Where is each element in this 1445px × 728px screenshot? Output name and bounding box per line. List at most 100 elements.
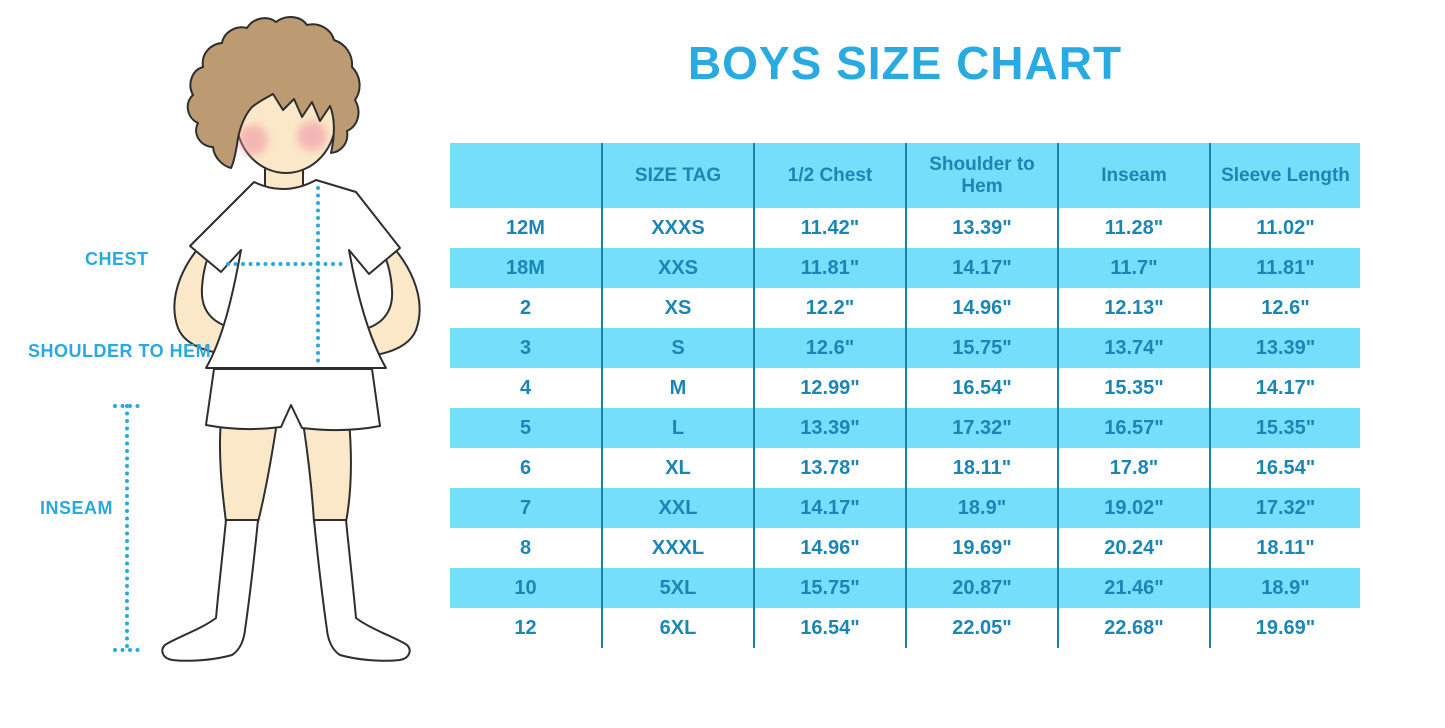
value-cell: XL [601,448,754,488]
value-cell: 16.57" [1057,408,1210,448]
value-cell: 18.9" [905,488,1058,528]
value-cell: 17.32" [1209,488,1360,528]
value-cell: S [601,328,754,368]
boy-cheek-left [238,125,268,155]
boy-leg-right [302,419,352,523]
value-cell: 17.32" [905,408,1058,448]
value-cell: 16.54" [753,608,906,648]
boy-sock-right [313,519,411,662]
header-cell: Shoulder to Hem [905,143,1058,208]
boy-leg-left [218,419,278,523]
value-cell: 22.05" [905,608,1058,648]
value-cell: 12.2" [753,288,906,328]
value-cell: 12.99" [753,368,906,408]
value-cell: 20.87" [905,568,1058,608]
value-cell: 15.35" [1209,408,1360,448]
boy-tshirt [189,179,401,369]
chest-label: CHEST [85,249,149,269]
size-table-head-row: SIZE TAG 1/2 Chest Shoulder to Hem Inseam Sl… [450,143,1360,208]
value-cell: 11.02" [1209,208,1360,248]
boy-hair [186,16,361,169]
value-cell: 22.68" [1057,608,1210,648]
value-cell: 14.17" [905,248,1058,288]
value-cell: 12.6" [1209,288,1360,328]
header-cell: 1/2 Chest [753,143,906,208]
value-cell: 14.96" [753,528,906,568]
header-cell: Sleeve Length [1209,143,1360,208]
value-cell: 19.69" [1209,608,1360,648]
size-cell: 8 [519,536,532,559]
value-cell: 17.8" [1057,448,1210,488]
value-cell: 16.54" [1209,448,1360,488]
table-row: 3 S 12.6" 15.75" 13.74" 13.39" [450,328,1360,368]
value-cell: 6XL [601,608,754,648]
boy-cheek-right [297,121,327,151]
table-row: 18M XXS 11.81" 14.17" 11.7" 11.81" [450,248,1360,288]
shoulder-to-hem-label: SHOULDER TO HEM [28,341,212,361]
header-cell-empty [450,143,602,208]
table-row: 12M XXXS 11.42" 13.39" 11.28" 11.02" [450,208,1360,248]
value-cell: 14.17" [1209,368,1360,408]
boy-figure-illustration: CHEST SHOULDER TO HEM INSEAM [0,0,460,723]
header-cell: SIZE TAG [601,143,754,208]
value-cell: 15.75" [753,568,906,608]
value-cell: 12.6" [753,328,906,368]
table-row: 10 5XL 15.75" 20.87" 21.46" 18.9" [450,568,1360,608]
size-table-body: 12M XXXS 11.42" 13.39" 11.28" 11.02" 18M XXS 11.… [450,208,1360,648]
value-cell: 14.17" [753,488,906,528]
value-cell: 21.46" [1057,568,1210,608]
value-cell: 18.11" [1209,528,1360,568]
value-cell: 15.75" [905,328,1058,368]
value-cell: 15.35" [1057,368,1210,408]
value-cell: XXXL [601,528,754,568]
value-cell: 14.96" [905,288,1058,328]
value-cell: 19.69" [905,528,1058,568]
value-cell: 13.39" [753,408,906,448]
header-cell: Inseam [1057,143,1210,208]
size-cell: 12 [514,616,537,639]
value-cell: M [601,368,754,408]
table-row: 12 6XL 16.54" 22.05" 22.68" 19.69" [450,608,1360,648]
boy-sock-left [161,519,259,662]
value-cell: XXL [601,488,754,528]
value-cell: 12.13" [1057,288,1210,328]
value-cell: XS [601,288,754,328]
value-cell: 13.78" [753,448,906,488]
table-row: 4 M 12.99" 16.54" 15.35" 14.17" [450,368,1360,408]
size-cell: 18M [506,256,545,279]
value-cell: 13.39" [1209,328,1360,368]
value-cell: 16.54" [905,368,1058,408]
value-cell: 11.81" [753,248,906,288]
inseam-label: INSEAM [40,498,114,518]
value-cell: 13.74" [1057,328,1210,368]
value-cell: XXS [601,248,754,288]
size-cell: 4 [519,376,532,399]
size-cell: 3 [519,336,532,359]
size-cell: 10 [514,576,537,599]
size-cell: 12M [506,216,545,239]
value-cell: 19.02" [1057,488,1210,528]
table-row: 8 XXXL 14.96" 19.69" 20.24" 18.11" [450,528,1360,568]
value-cell: 11.7" [1057,248,1210,288]
table-row: 2 XS 12.2" 14.96" 12.13" 12.6" [450,288,1360,328]
page-title: BOYS SIZE CHART [687,37,1123,89]
value-cell: L [601,408,754,448]
value-cell: 11.28" [1057,208,1210,248]
value-cell: 5XL [601,568,754,608]
value-cell: XXXS [601,208,754,248]
size-cell: 2 [519,296,532,319]
size-cell: 5 [519,416,532,439]
table-row: 6 XL 13.78" 18.11" 17.8" 16.54" [450,448,1360,488]
boy-figure-svg [113,16,421,662]
value-cell: 11.42" [753,208,906,248]
boy-shorts [205,368,381,432]
value-cell: 18.11" [905,448,1058,488]
value-cell: 18.9" [1209,568,1360,608]
value-cell: 11.81" [1209,248,1360,288]
table-row: 7 XXL 14.17" 18.9" 19.02" 17.32" [450,488,1360,528]
table-row: 5 L 13.39" 17.32" 16.57" 15.35" [450,408,1360,448]
size-cell: 7 [519,496,532,519]
size-table: SIZE TAG 1/2 Chest Shoulder to Hem Inseam Sl… [450,143,1360,648]
value-cell: 20.24" [1057,528,1210,568]
size-cell: 6 [519,456,532,479]
